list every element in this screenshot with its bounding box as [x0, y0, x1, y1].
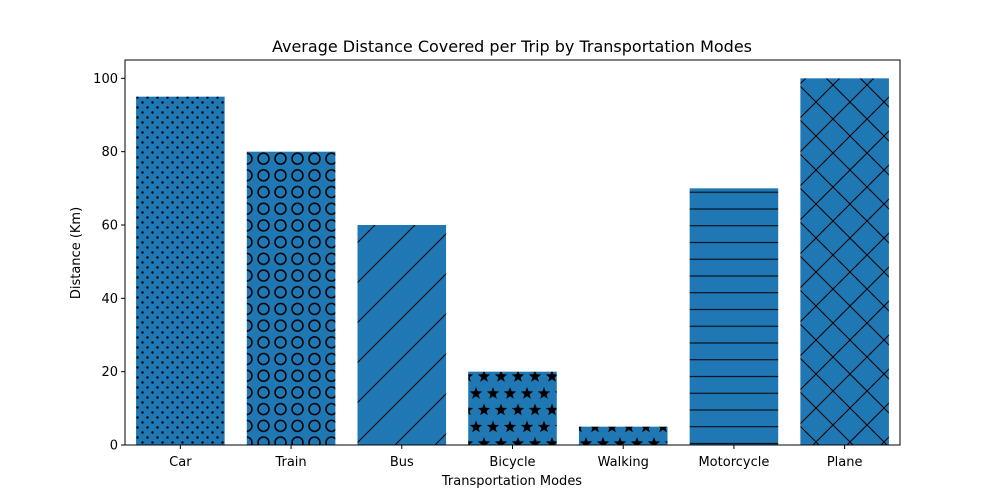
y-axis-label: Distance (Km)	[69, 207, 84, 299]
bar-motorcycle	[689, 188, 779, 445]
bars-group	[136, 78, 889, 446]
y-tick-label: 80	[101, 145, 118, 160]
bar-bus	[357, 225, 447, 445]
y-tick-label: 40	[101, 292, 118, 307]
chart-title: Average Distance Covered per Trip by Tra…	[272, 37, 752, 56]
x-tick-label-plane: Plane	[827, 455, 863, 470]
bar-bicycle	[468, 371, 557, 445]
x-tick-label-bicycle: Bicycle	[489, 455, 535, 470]
x-tick-label-walking: Walking	[598, 455, 649, 470]
x-tick-label-train: Train	[274, 455, 306, 470]
y-tick-label: 100	[93, 72, 118, 87]
x-axis-label: Transportation Modes	[441, 474, 582, 489]
x-tick-label-car: Car	[169, 455, 192, 470]
bar-train	[246, 151, 336, 446]
y-tick-label: 60	[101, 219, 118, 234]
x-tick-label-motorcycle: Motorcycle	[698, 455, 769, 470]
bar-walking	[578, 426, 668, 445]
y-tick-label: 20	[101, 365, 118, 380]
axes-group: 0 20 40 60 80 100 Car Train Bus Bicycle Walking Mot…	[93, 59, 901, 470]
bar-plane	[800, 78, 889, 445]
bar-car	[136, 96, 225, 446]
x-tick-label-bus: Bus	[390, 455, 414, 470]
y-tick-label: 0	[110, 439, 118, 454]
